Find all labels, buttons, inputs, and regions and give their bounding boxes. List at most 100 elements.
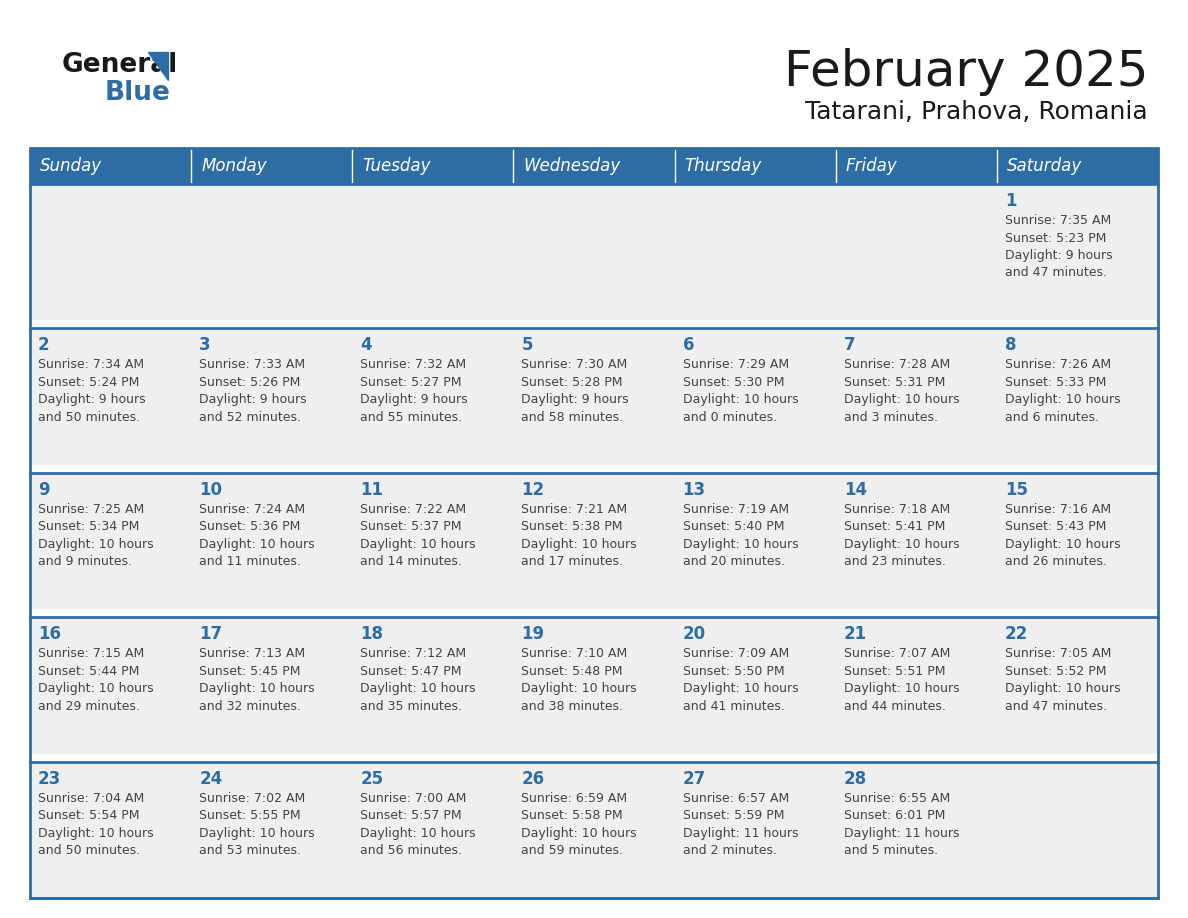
Bar: [191, 184, 353, 320]
Bar: [997, 148, 1158, 184]
Bar: [191, 329, 353, 465]
Bar: [30, 148, 1158, 898]
Text: Sunrise: 7:07 AM
Sunset: 5:51 PM
Daylight: 10 hours
and 44 minutes.: Sunrise: 7:07 AM Sunset: 5:51 PM Dayligh…: [843, 647, 960, 712]
Text: 24: 24: [200, 769, 222, 788]
Text: 9: 9: [38, 481, 50, 498]
Text: 12: 12: [522, 481, 544, 498]
Text: 27: 27: [683, 769, 706, 788]
Text: Sunrise: 7:25 AM
Sunset: 5:34 PM
Daylight: 10 hours
and 9 minutes.: Sunrise: 7:25 AM Sunset: 5:34 PM Dayligh…: [38, 503, 153, 568]
Bar: [835, 148, 997, 184]
Bar: [997, 762, 1158, 898]
Text: Friday: Friday: [846, 157, 897, 175]
Text: 28: 28: [843, 769, 867, 788]
Text: 26: 26: [522, 769, 544, 788]
Text: Tatarani, Prahova, Romania: Tatarani, Prahova, Romania: [805, 100, 1148, 124]
Bar: [191, 473, 353, 610]
Bar: [675, 148, 835, 184]
Bar: [30, 329, 191, 465]
Bar: [997, 617, 1158, 754]
Bar: [513, 329, 675, 465]
Text: Sunrise: 7:10 AM
Sunset: 5:48 PM
Daylight: 10 hours
and 38 minutes.: Sunrise: 7:10 AM Sunset: 5:48 PM Dayligh…: [522, 647, 637, 712]
Text: Monday: Monday: [201, 157, 267, 175]
Bar: [675, 617, 835, 754]
Bar: [675, 762, 835, 898]
Bar: [30, 184, 191, 320]
Text: 1: 1: [1005, 192, 1017, 210]
Text: Sunrise: 7:09 AM
Sunset: 5:50 PM
Daylight: 10 hours
and 41 minutes.: Sunrise: 7:09 AM Sunset: 5:50 PM Dayligh…: [683, 647, 798, 712]
Polygon shape: [148, 52, 168, 80]
Text: 11: 11: [360, 481, 384, 498]
Bar: [997, 184, 1158, 320]
Bar: [513, 762, 675, 898]
Bar: [353, 148, 513, 184]
Text: 25: 25: [360, 769, 384, 788]
Text: 3: 3: [200, 336, 210, 354]
Bar: [997, 329, 1158, 465]
Bar: [835, 329, 997, 465]
Text: Sunrise: 7:22 AM
Sunset: 5:37 PM
Daylight: 10 hours
and 14 minutes.: Sunrise: 7:22 AM Sunset: 5:37 PM Dayligh…: [360, 503, 476, 568]
Text: 5: 5: [522, 336, 533, 354]
Bar: [513, 148, 675, 184]
Text: Sunrise: 7:33 AM
Sunset: 5:26 PM
Daylight: 9 hours
and 52 minutes.: Sunrise: 7:33 AM Sunset: 5:26 PM Dayligh…: [200, 358, 307, 424]
Text: Sunrise: 7:34 AM
Sunset: 5:24 PM
Daylight: 9 hours
and 50 minutes.: Sunrise: 7:34 AM Sunset: 5:24 PM Dayligh…: [38, 358, 146, 424]
Text: 18: 18: [360, 625, 384, 644]
Bar: [191, 148, 353, 184]
Text: Sunrise: 7:15 AM
Sunset: 5:44 PM
Daylight: 10 hours
and 29 minutes.: Sunrise: 7:15 AM Sunset: 5:44 PM Dayligh…: [38, 647, 153, 712]
Bar: [353, 617, 513, 754]
Bar: [835, 762, 997, 898]
Text: 13: 13: [683, 481, 706, 498]
Bar: [675, 184, 835, 320]
Text: 8: 8: [1005, 336, 1017, 354]
Bar: [353, 329, 513, 465]
Text: 10: 10: [200, 481, 222, 498]
Text: Saturday: Saturday: [1007, 157, 1082, 175]
Text: Sunrise: 6:57 AM
Sunset: 5:59 PM
Daylight: 11 hours
and 2 minutes.: Sunrise: 6:57 AM Sunset: 5:59 PM Dayligh…: [683, 791, 798, 857]
Bar: [191, 617, 353, 754]
Bar: [675, 329, 835, 465]
Bar: [513, 617, 675, 754]
Text: Sunrise: 7:30 AM
Sunset: 5:28 PM
Daylight: 9 hours
and 58 minutes.: Sunrise: 7:30 AM Sunset: 5:28 PM Dayligh…: [522, 358, 630, 424]
Text: Blue: Blue: [105, 80, 171, 106]
Text: 23: 23: [38, 769, 62, 788]
Text: 21: 21: [843, 625, 867, 644]
Text: Sunrise: 7:04 AM
Sunset: 5:54 PM
Daylight: 10 hours
and 50 minutes.: Sunrise: 7:04 AM Sunset: 5:54 PM Dayligh…: [38, 791, 153, 857]
Bar: [997, 473, 1158, 610]
Text: Sunrise: 6:59 AM
Sunset: 5:58 PM
Daylight: 10 hours
and 59 minutes.: Sunrise: 6:59 AM Sunset: 5:58 PM Dayligh…: [522, 791, 637, 857]
Bar: [835, 473, 997, 610]
Text: Sunrise: 7:35 AM
Sunset: 5:23 PM
Daylight: 9 hours
and 47 minutes.: Sunrise: 7:35 AM Sunset: 5:23 PM Dayligh…: [1005, 214, 1112, 279]
Text: Sunrise: 7:16 AM
Sunset: 5:43 PM
Daylight: 10 hours
and 26 minutes.: Sunrise: 7:16 AM Sunset: 5:43 PM Dayligh…: [1005, 503, 1120, 568]
Bar: [30, 762, 191, 898]
Text: Sunrise: 7:18 AM
Sunset: 5:41 PM
Daylight: 10 hours
and 23 minutes.: Sunrise: 7:18 AM Sunset: 5:41 PM Dayligh…: [843, 503, 960, 568]
Text: Sunrise: 6:55 AM
Sunset: 6:01 PM
Daylight: 11 hours
and 5 minutes.: Sunrise: 6:55 AM Sunset: 6:01 PM Dayligh…: [843, 791, 959, 857]
Text: 4: 4: [360, 336, 372, 354]
Text: 22: 22: [1005, 625, 1028, 644]
Bar: [30, 148, 191, 184]
Text: Wednesday: Wednesday: [524, 157, 620, 175]
Bar: [191, 762, 353, 898]
Bar: [30, 617, 191, 754]
Text: 17: 17: [200, 625, 222, 644]
Text: Thursday: Thursday: [684, 157, 762, 175]
Text: 7: 7: [843, 336, 855, 354]
Text: Sunrise: 7:24 AM
Sunset: 5:36 PM
Daylight: 10 hours
and 11 minutes.: Sunrise: 7:24 AM Sunset: 5:36 PM Dayligh…: [200, 503, 315, 568]
Text: 16: 16: [38, 625, 61, 644]
Text: Sunrise: 7:00 AM
Sunset: 5:57 PM
Daylight: 10 hours
and 56 minutes.: Sunrise: 7:00 AM Sunset: 5:57 PM Dayligh…: [360, 791, 476, 857]
Text: Sunrise: 7:21 AM
Sunset: 5:38 PM
Daylight: 10 hours
and 17 minutes.: Sunrise: 7:21 AM Sunset: 5:38 PM Dayligh…: [522, 503, 637, 568]
Text: 2: 2: [38, 336, 50, 354]
Bar: [835, 184, 997, 320]
Text: Sunrise: 7:32 AM
Sunset: 5:27 PM
Daylight: 9 hours
and 55 minutes.: Sunrise: 7:32 AM Sunset: 5:27 PM Dayligh…: [360, 358, 468, 424]
Text: General: General: [62, 52, 178, 78]
Text: Sunrise: 7:29 AM
Sunset: 5:30 PM
Daylight: 10 hours
and 0 minutes.: Sunrise: 7:29 AM Sunset: 5:30 PM Dayligh…: [683, 358, 798, 424]
Bar: [513, 184, 675, 320]
Text: 15: 15: [1005, 481, 1028, 498]
Text: Sunrise: 7:05 AM
Sunset: 5:52 PM
Daylight: 10 hours
and 47 minutes.: Sunrise: 7:05 AM Sunset: 5:52 PM Dayligh…: [1005, 647, 1120, 712]
Text: Sunrise: 7:19 AM
Sunset: 5:40 PM
Daylight: 10 hours
and 20 minutes.: Sunrise: 7:19 AM Sunset: 5:40 PM Dayligh…: [683, 503, 798, 568]
Bar: [353, 762, 513, 898]
Text: Sunrise: 7:26 AM
Sunset: 5:33 PM
Daylight: 10 hours
and 6 minutes.: Sunrise: 7:26 AM Sunset: 5:33 PM Dayligh…: [1005, 358, 1120, 424]
Bar: [513, 473, 675, 610]
Text: February 2025: February 2025: [784, 48, 1148, 96]
Text: Sunrise: 7:13 AM
Sunset: 5:45 PM
Daylight: 10 hours
and 32 minutes.: Sunrise: 7:13 AM Sunset: 5:45 PM Dayligh…: [200, 647, 315, 712]
Bar: [835, 617, 997, 754]
Text: 19: 19: [522, 625, 544, 644]
Text: Sunrise: 7:28 AM
Sunset: 5:31 PM
Daylight: 10 hours
and 3 minutes.: Sunrise: 7:28 AM Sunset: 5:31 PM Dayligh…: [843, 358, 960, 424]
